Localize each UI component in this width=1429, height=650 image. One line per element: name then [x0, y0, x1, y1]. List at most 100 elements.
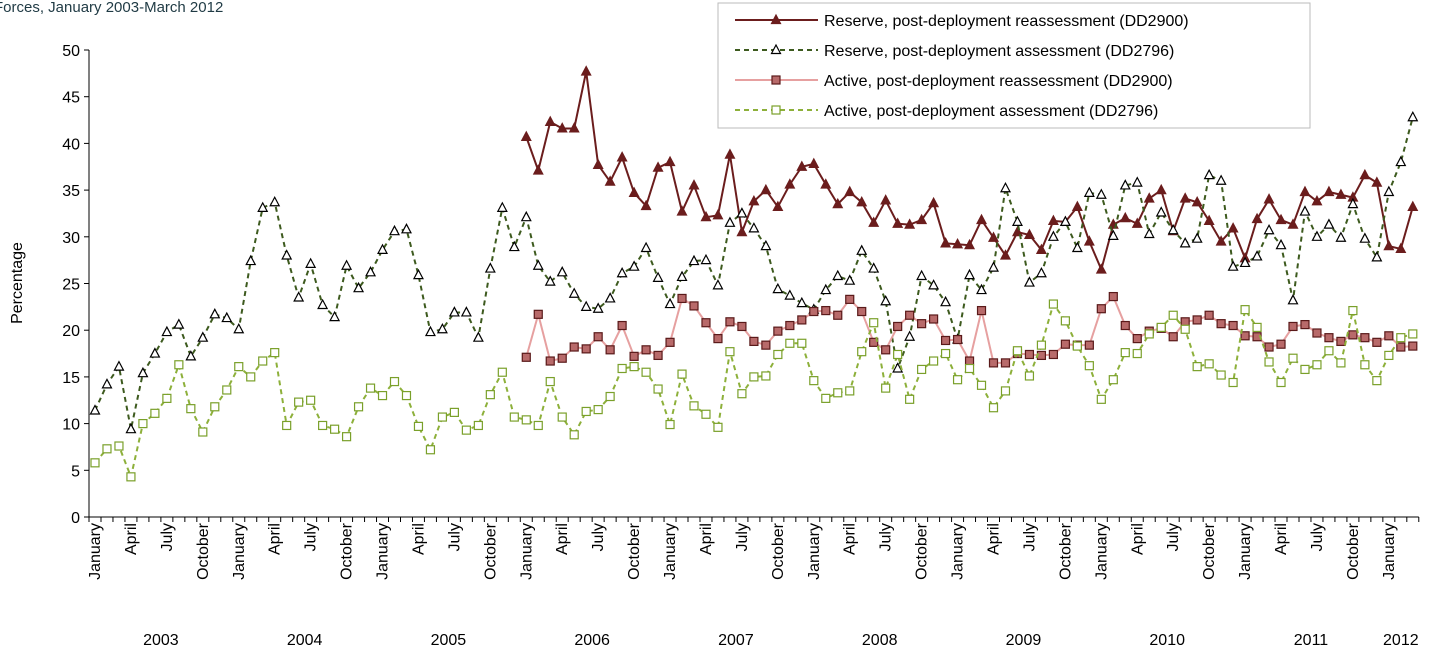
- x-tick-label: October: [1057, 522, 1074, 580]
- point: [976, 213, 988, 225]
- point: [1143, 192, 1155, 203]
- point: [341, 432, 352, 442]
- point: [1180, 317, 1190, 327]
- point: [568, 122, 580, 133]
- point: [1000, 386, 1011, 396]
- point: [1360, 333, 1370, 343]
- y-tick-label: 40: [62, 136, 80, 153]
- x-tick-label: January: [87, 523, 104, 580]
- point: [653, 350, 663, 361]
- point: [999, 181, 1011, 193]
- x-tick-label: January: [950, 523, 967, 580]
- point: [724, 216, 736, 227]
- point: [533, 309, 543, 319]
- point: [605, 345, 615, 355]
- point: [1384, 350, 1394, 361]
- point: [1395, 242, 1407, 254]
- point: [412, 268, 424, 280]
- point: [1131, 217, 1143, 228]
- legend-marker: [770, 43, 782, 55]
- point: [1264, 342, 1274, 352]
- point: [1408, 329, 1418, 339]
- point: [353, 402, 364, 412]
- point: [857, 306, 867, 317]
- point: [1084, 340, 1094, 350]
- point: [520, 210, 532, 222]
- point: [832, 197, 844, 209]
- point: [473, 420, 483, 431]
- point: [1263, 223, 1275, 235]
- point: [700, 210, 712, 222]
- point: [233, 322, 245, 334]
- point: [677, 293, 687, 304]
- point: [713, 334, 723, 344]
- point: [1047, 214, 1059, 226]
- legend: Reserve, post-deployment reassessment (D…: [717, 2, 1311, 129]
- point: [1059, 215, 1071, 226]
- point: [400, 223, 412, 234]
- point: [1011, 215, 1023, 226]
- point: [497, 367, 507, 377]
- x-tick-label: April: [1129, 523, 1146, 555]
- point: [749, 336, 759, 347]
- point: [1395, 155, 1407, 167]
- point: [1084, 361, 1094, 371]
- point: [1168, 310, 1178, 320]
- point: [544, 115, 556, 127]
- point: [940, 348, 951, 359]
- point: [150, 408, 160, 418]
- x-tick-label: October: [482, 522, 499, 580]
- point: [1299, 185, 1311, 197]
- y-tick-label: 10: [62, 417, 80, 434]
- point: [557, 353, 567, 363]
- point: [916, 213, 928, 225]
- point: [1035, 243, 1047, 254]
- point: [1228, 320, 1238, 331]
- point: [1048, 299, 1059, 309]
- point: [676, 270, 688, 282]
- point: [1215, 174, 1227, 185]
- point: [617, 320, 627, 331]
- point: [665, 419, 675, 430]
- x-tick-label: October: [339, 522, 356, 580]
- point: [964, 268, 976, 280]
- point: [1335, 188, 1347, 199]
- point: [688, 254, 700, 266]
- point: [988, 358, 999, 368]
- point: [197, 331, 209, 342]
- x-tick-label: April: [123, 523, 140, 555]
- x-tick-label: January: [1237, 523, 1254, 580]
- point: [952, 375, 963, 385]
- point: [736, 225, 748, 237]
- point: [1168, 332, 1178, 342]
- point: [1335, 231, 1347, 242]
- point: [592, 302, 604, 313]
- point: [616, 266, 628, 278]
- x-tick-label: October: [914, 522, 931, 580]
- point: [209, 308, 221, 319]
- point: [460, 306, 472, 317]
- point: [1408, 341, 1418, 351]
- year-label: 2007: [718, 632, 754, 649]
- legend-label: Reserve, post-deployment assessment (DD2…: [824, 43, 1174, 60]
- point: [724, 148, 736, 159]
- point: [234, 362, 244, 372]
- point: [952, 237, 964, 249]
- point: [138, 419, 148, 429]
- point: [1311, 195, 1323, 206]
- y-tick-label: 50: [62, 43, 80, 60]
- x-tick-label: January: [231, 523, 248, 580]
- point: [892, 217, 904, 228]
- point: [1359, 232, 1371, 243]
- point: [629, 351, 639, 361]
- x-tick-label: October: [770, 522, 787, 580]
- point: [1203, 214, 1215, 226]
- x-tick-label: July: [159, 523, 176, 551]
- point: [892, 362, 904, 373]
- point: [1407, 110, 1419, 122]
- point: [616, 151, 628, 162]
- point: [1024, 371, 1035, 381]
- point: [1324, 333, 1334, 343]
- legend-marker: [770, 13, 782, 25]
- y-tick-label: 25: [62, 277, 80, 294]
